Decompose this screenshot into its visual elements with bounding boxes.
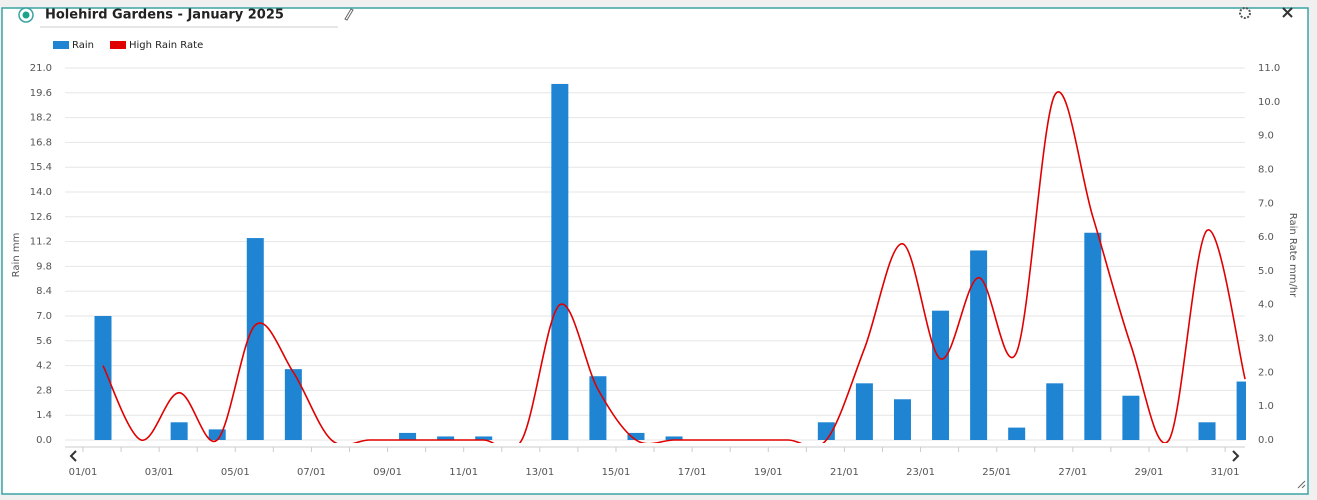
y-tick-label: 19.6 [30, 88, 52, 99]
bar [893, 399, 911, 440]
y-tick-label: 11.2 [30, 237, 52, 248]
title: Holehird Gardens - January 2025 [45, 8, 284, 23]
bar [1084, 232, 1102, 440]
x-tick-label: 17/01 [678, 467, 707, 478]
x-tick-label: 21/01 [830, 467, 859, 478]
bar [1122, 395, 1140, 440]
bar [1046, 383, 1064, 440]
legend-label: Rain [72, 40, 94, 51]
settings-icon[interactable] [1239, 7, 1251, 19]
x-tick-label: 25/01 [982, 467, 1011, 478]
y-tick-label: 12.6 [30, 212, 52, 223]
x-tick-label: 23/01 [906, 467, 935, 478]
y-tick-label: 21.0 [30, 63, 52, 74]
edit-icon[interactable] [344, 8, 354, 21]
y2-tick-label: 9.0 [1258, 131, 1274, 142]
y2-tick-label: 2.0 [1258, 367, 1274, 378]
x-tick-label: 01/01 [69, 467, 98, 478]
x-tick-label: 31/01 [1211, 467, 1240, 478]
y-tick-label: 0.0 [36, 435, 52, 446]
plot-area [94, 83, 1246, 443]
y-tick-label: 14.0 [30, 187, 52, 198]
legend-label: High Rain Rate [129, 40, 203, 51]
y-tick-label: 2.8 [36, 385, 52, 396]
legend-swatch [53, 41, 69, 49]
bar [932, 310, 950, 440]
x-tick-label: 11/01 [449, 467, 478, 478]
y2-tick-label: 6.0 [1258, 232, 1274, 243]
bar [246, 238, 264, 440]
x-tick-label: 05/01 [221, 467, 250, 478]
bar [855, 383, 873, 440]
x-tick-label: 03/01 [145, 467, 174, 478]
x-tick-label: 15/01 [602, 467, 631, 478]
status-dot [22, 11, 30, 19]
y-axis-title: Rain mm [11, 233, 22, 278]
x-tick-label: 29/01 [1135, 467, 1164, 478]
bar [551, 83, 569, 440]
bar [399, 432, 417, 440]
x-tick-label: 09/01 [373, 467, 402, 478]
y-tick-label: 4.2 [36, 361, 52, 372]
bar [627, 432, 645, 440]
x-tick-label: 19/01 [754, 467, 783, 478]
bar [589, 376, 607, 440]
bar [475, 436, 493, 440]
y-tick-label: 15.4 [30, 162, 52, 173]
y2-tick-label: 10.0 [1258, 97, 1280, 108]
line [102, 91, 1246, 443]
y-tick-label: 16.8 [30, 137, 52, 148]
y2-tick-label: 7.0 [1258, 198, 1274, 209]
y2-tick-label: 8.0 [1258, 164, 1274, 175]
y-tick-label: 7.0 [36, 311, 52, 322]
y2-tick-label: 0.0 [1258, 435, 1274, 446]
close-icon[interactable] [1282, 7, 1293, 18]
bar [1236, 381, 1246, 440]
y-tick-label: 5.6 [36, 336, 52, 347]
y2-axis-title: Rain Rate mm/hr [1287, 213, 1298, 298]
x-tick-label: 13/01 [525, 467, 554, 478]
scroll-right[interactable] [1232, 450, 1240, 462]
y-tick-label: 9.8 [36, 261, 52, 272]
y2-tick-label: 5.0 [1258, 266, 1274, 277]
bar [817, 422, 835, 440]
x-tick-label: 27/01 [1058, 467, 1087, 478]
x-tick-label: 07/01 [297, 467, 326, 478]
y2-tick-label: 3.0 [1258, 334, 1274, 345]
bar [170, 422, 188, 440]
y2-tick-label: 4.0 [1258, 300, 1274, 311]
legend-swatch [109, 41, 126, 49]
bar [970, 250, 988, 440]
y2-tick-label: 1.0 [1258, 401, 1274, 412]
resize-handle[interactable] [1297, 480, 1306, 489]
y-tick-label: 18.2 [30, 113, 52, 124]
bar [665, 436, 683, 440]
bar [94, 316, 112, 440]
bar [1198, 422, 1216, 440]
scroll-left[interactable] [69, 450, 77, 462]
y-tick-label: 8.4 [36, 286, 52, 297]
bar [208, 429, 226, 440]
y-tick-label: 1.4 [36, 410, 52, 421]
y2-tick-label: 11.0 [1258, 63, 1280, 74]
bar [437, 436, 455, 440]
bar [284, 369, 302, 440]
bar [1008, 427, 1026, 440]
